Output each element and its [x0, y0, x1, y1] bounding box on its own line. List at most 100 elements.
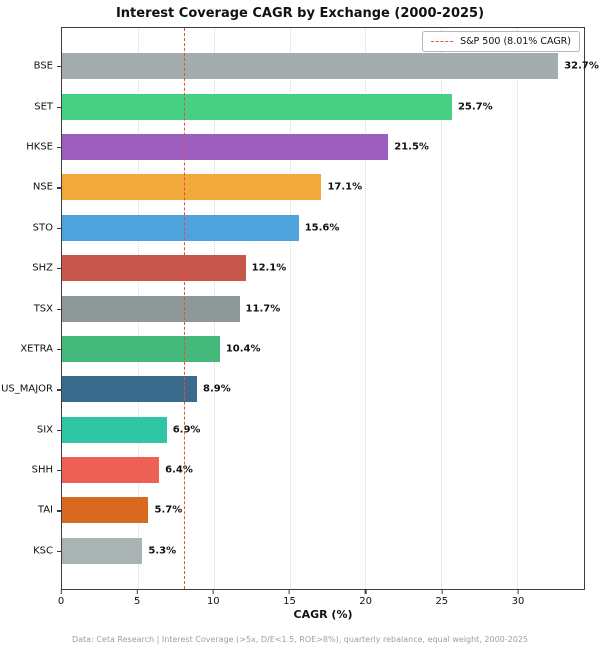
- bar-value-bse: 32.7%: [564, 60, 599, 72]
- x-tick-label: 10: [206, 596, 220, 607]
- x-tick-25: 25: [435, 590, 448, 607]
- y-tick-mark: [57, 146, 61, 149]
- x-tick-mark: [136, 590, 138, 594]
- x-tick-mark: [212, 590, 214, 594]
- bar-value-tai: 5.7%: [154, 504, 183, 516]
- x-tick-10: 10: [207, 590, 220, 607]
- y-axis-label-ksc: KSC: [33, 545, 53, 557]
- y-axis-label-hkse: HKSE: [26, 141, 53, 153]
- y-axis-label-xetra: XETRA: [20, 343, 53, 355]
- bar-ksc: [62, 537, 143, 564]
- y-tick-mark: [57, 470, 61, 472]
- legend: S&P 500 (8.01% CAGR): [422, 31, 580, 52]
- bar-shz: [62, 255, 246, 282]
- y-axis-label-shh: SHH: [31, 464, 53, 476]
- bar-row-hkse: HKSE 21.5%: [26, 127, 584, 167]
- bar-value-nse: 17.1%: [327, 181, 363, 193]
- bar-tsx: [62, 295, 240, 322]
- bar-row-set: SET 25.7%: [34, 86, 584, 126]
- bar-bse: [62, 53, 559, 80]
- bar-value-sto: 15.6%: [304, 222, 340, 234]
- bar-nse: [62, 174, 322, 201]
- chart-title: Interest Coverage CAGR by Exchange (2000…: [115, 6, 485, 21]
- x-tick-20: 20: [359, 590, 372, 607]
- bar-set: [62, 93, 452, 120]
- x-tick-label: 30: [511, 596, 525, 607]
- y-tick-mark: [57, 227, 61, 229]
- bar-sto: [62, 214, 299, 241]
- x-tick-5: 5: [134, 590, 140, 607]
- x-tick-mark: [60, 590, 62, 594]
- y-tick-mark: [57, 389, 61, 391]
- y-axis-label-tai: TAI: [37, 504, 53, 516]
- y-tick-mark: [57, 268, 61, 270]
- sp500-reference-line: [183, 28, 185, 589]
- bar-value-xetra: 10.4%: [225, 343, 261, 355]
- bar-value-tsx: 11.7%: [245, 303, 281, 315]
- y-tick-mark: [57, 308, 61, 310]
- y-tick-mark: [57, 429, 61, 431]
- bar-value-shh: 6.4%: [165, 464, 193, 476]
- bar-us_major: [62, 376, 198, 403]
- y-axis-label-tsx: TSX: [33, 303, 53, 315]
- gridline-x-30: [517, 28, 519, 589]
- bar-xetra: [62, 335, 220, 362]
- x-tick-label: 25: [435, 596, 449, 607]
- x-tick-mark: [441, 590, 443, 594]
- bar-six: [62, 416, 167, 443]
- bar-row-bse: BSE 32.7%: [34, 46, 599, 86]
- y-axis-label-bse: BSE: [33, 60, 53, 72]
- bar-value-six: 6.9%: [172, 424, 201, 436]
- x-tick-label: 5: [133, 596, 141, 607]
- gridline-x-20: [365, 28, 367, 589]
- x-tick-30: 30: [511, 590, 525, 607]
- bar-shh: [62, 457, 160, 484]
- plot-area: BSE 32.7% SET 25.7% HKSE 21.5% NSE 17.1% STO 15.6…: [1, 27, 599, 590]
- x-tick-0: 0: [58, 590, 64, 607]
- bar-tai: [62, 497, 149, 524]
- y-axis-label-us_major: US_MAJOR: [1, 383, 53, 395]
- x-tick-15: 15: [283, 590, 296, 607]
- bar-row-shh: SHH 6.4%: [32, 450, 584, 490]
- y-axis-label-six: SIX: [36, 424, 53, 436]
- x-tick-mark: [517, 590, 519, 594]
- dashed-line-icon: [431, 41, 454, 42]
- x-tick-mark: [288, 590, 291, 594]
- x-axis: 0 5 10 15 20 25 30: [58, 590, 585, 612]
- bar-row-shz: SHZ 12.1%: [32, 248, 584, 288]
- data-source-note: Data: Ceta Research | Interest Coverage …: [71, 635, 529, 644]
- bar-hkse: [62, 133, 389, 160]
- bar-row-six: SIX 6.9%: [37, 410, 584, 450]
- y-axis-label-shz: SHZ: [32, 262, 53, 274]
- bar-row-tsx: TSX 11.7%: [34, 288, 584, 328]
- y-tick-mark: [57, 66, 61, 68]
- x-axis-title: CAGR (%): [293, 608, 353, 621]
- bar-value-ksc: 5.3%: [148, 545, 177, 557]
- y-tick-mark: [57, 348, 61, 351]
- y-tick-mark: [57, 550, 61, 553]
- x-tick-label: 15: [283, 596, 296, 607]
- bar-value-shz: 12.1%: [251, 262, 287, 274]
- gridline-x-25: [441, 28, 443, 589]
- gridline-x-15: [289, 28, 291, 589]
- x-tick-mark: [365, 590, 367, 594]
- y-axis-label-sto: STO: [32, 222, 53, 234]
- y-tick-mark: [57, 187, 61, 189]
- bar-value-hkse: 21.5%: [394, 141, 429, 153]
- x-tick-label: 20: [359, 596, 373, 607]
- bar-value-us_major: 8.9%: [203, 383, 231, 395]
- x-tick-label: 0: [57, 596, 65, 607]
- bars-layer: BSE 32.7% SET 25.7% HKSE 21.5% NSE 17.1% STO 15.6…: [1, 28, 599, 589]
- bar-row-xetra: XETRA 10.4%: [20, 329, 584, 369]
- bar-row-sto: STO 15.6%: [33, 208, 584, 248]
- bar-row-ksc: KSC 5.3%: [33, 531, 584, 571]
- bar-value-set: 25.7%: [457, 101, 493, 113]
- bar-row-tai: TAI 5.7%: [38, 490, 584, 530]
- bar-row-nse: NSE 17.1%: [33, 167, 584, 207]
- y-axis-label-set: SET: [34, 101, 53, 113]
- y-tick-mark: [57, 106, 61, 108]
- legend-label: S&P 500 (8.01% CAGR): [460, 36, 571, 47]
- y-tick-mark: [57, 510, 61, 512]
- bar-row-us_major: US_MAJOR 8.9%: [1, 369, 584, 409]
